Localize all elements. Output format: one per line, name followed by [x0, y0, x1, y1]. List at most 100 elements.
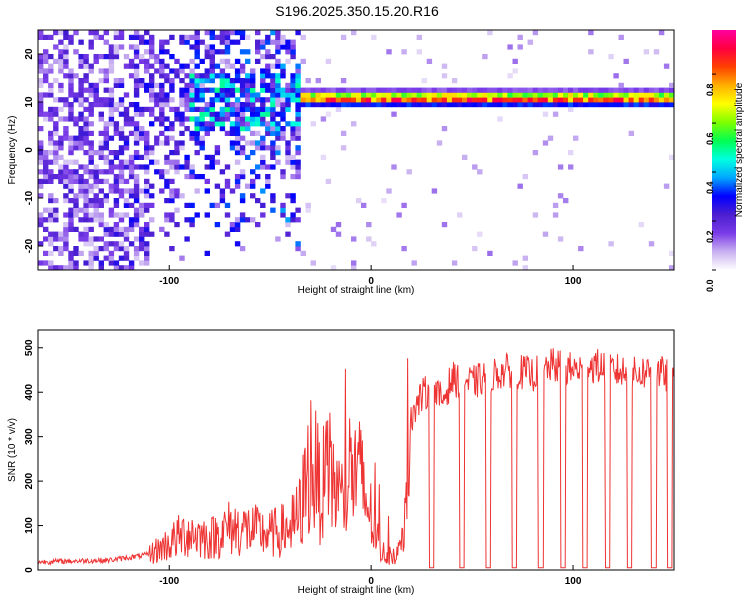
spectrogram-cell	[98, 212, 104, 218]
spectrogram-cell	[98, 265, 104, 271]
spectrogram-cell	[53, 30, 59, 36]
spectrogram-cell	[73, 212, 79, 218]
spectrogram-cell	[88, 106, 94, 112]
spectrogram-cell	[275, 236, 281, 242]
spectrogram-cell	[63, 169, 69, 175]
spectrogram-cell	[53, 236, 59, 242]
spectrogram-cell	[78, 178, 84, 184]
spectrogram-cell	[219, 116, 226, 122]
spectrogram-cell	[532, 150, 539, 156]
spectrogram-cell	[653, 49, 660, 55]
spectrogram-cell	[522, 87, 528, 93]
spectrogram-cell	[204, 178, 210, 184]
spectrogram-cell	[552, 102, 559, 108]
spectrogram-cell	[573, 135, 579, 141]
spectrogram-cell	[78, 102, 84, 108]
spectrogram-cell	[265, 82, 271, 88]
spectrogram-cell	[265, 49, 271, 55]
spectrogram-cell	[144, 140, 150, 146]
spectrogram-cell	[149, 44, 155, 50]
spectrogram-cell	[53, 246, 59, 252]
spectrogram-cell	[48, 92, 54, 98]
spectrogram-cell	[194, 82, 200, 88]
spectrogram-cell	[169, 87, 175, 93]
spectrogram-cell	[214, 73, 221, 79]
spectrogram-cell	[38, 68, 44, 74]
spectrogram-cell	[280, 68, 286, 74]
spectrogram-cell	[149, 202, 155, 208]
spectrogram-cell	[38, 145, 44, 151]
spectrogram-cell	[457, 97, 463, 103]
spectrogram-cell	[43, 58, 49, 64]
spectrogram-cell	[154, 135, 160, 141]
spectrogram-cell	[234, 241, 241, 247]
spectrogram-cell	[98, 68, 104, 74]
spectrogram-cell	[58, 250, 64, 256]
spectrogram-cell	[88, 188, 94, 194]
spectrogram-cell	[265, 68, 271, 74]
spectrogram-cell	[340, 130, 347, 136]
spectrogram-cell	[290, 97, 296, 103]
spectrogram-cell	[58, 54, 64, 60]
spectrogram-y-tick-label: -20	[24, 238, 35, 253]
spectrogram-cell	[123, 236, 130, 242]
spectrogram-cell	[68, 140, 74, 146]
spectrogram-cell	[68, 92, 74, 98]
spectrogram-cell	[507, 97, 513, 103]
spectrogram-cell	[330, 87, 337, 93]
spectrogram-cell	[527, 102, 533, 108]
spectrogram-cell	[431, 188, 438, 194]
spectrogram-cell	[169, 54, 175, 60]
spectrogram-cell	[401, 246, 407, 252]
spectrogram-cell	[128, 169, 135, 175]
spectrogram-cell	[144, 241, 150, 247]
spectrogram-cell	[93, 30, 99, 36]
spectrogram-cell	[88, 159, 94, 165]
spectrogram-cell	[467, 87, 473, 93]
spectrogram-cell	[139, 212, 145, 218]
spectrogram-cell	[214, 111, 221, 117]
spectrogram-cell	[113, 202, 120, 208]
spectrogram-cell	[83, 236, 89, 242]
spectrogram-cell	[517, 87, 523, 93]
spectrogram-cell	[103, 54, 109, 60]
spectrogram-cell	[103, 30, 109, 36]
spectrogram-cell	[144, 154, 150, 160]
spectrogram-cell	[280, 106, 286, 112]
spectrogram-cell	[669, 154, 675, 160]
spectrogram-cell	[139, 246, 145, 252]
spectrogram-cell	[88, 217, 94, 223]
spectrogram-cell	[255, 97, 261, 103]
spectrogram-cell	[214, 97, 221, 103]
spectrogram-cell	[239, 174, 246, 180]
spectrogram-cell	[613, 97, 619, 103]
spectrogram-cell	[270, 54, 276, 60]
spectrogram-cell	[58, 87, 64, 93]
spectrogram-cell	[78, 135, 84, 141]
spectrogram-cell	[98, 178, 104, 184]
spectrogram-cell	[133, 193, 140, 199]
spectrogram-cell	[103, 87, 109, 93]
spectrogram-cell	[63, 183, 69, 189]
spectrogram-cell	[255, 116, 261, 122]
spectrogram-cell	[189, 78, 195, 84]
spectrogram-cell	[83, 106, 89, 112]
colorbar-tick-label: 0.2	[705, 231, 715, 244]
spectrogram-cell	[229, 30, 236, 36]
spectrogram-cell	[98, 111, 104, 117]
spectrogram-cell	[169, 159, 175, 165]
spectrogram-cell	[224, 178, 231, 184]
spectrogram-cell	[669, 87, 675, 93]
spectrogram-cell	[113, 260, 120, 266]
spectrogram-cell	[204, 68, 210, 74]
spectrogram-cell	[123, 145, 130, 151]
spectrogram-cell	[184, 217, 190, 223]
spectrogram-cell	[108, 231, 115, 237]
spectrogram-cell	[38, 154, 44, 160]
spectrogram-cell	[113, 126, 120, 132]
spectrogram-cell	[396, 87, 402, 93]
spectrogram-cell	[68, 73, 74, 79]
spectrogram-cell	[522, 102, 528, 108]
spectrogram-cell	[578, 92, 584, 98]
